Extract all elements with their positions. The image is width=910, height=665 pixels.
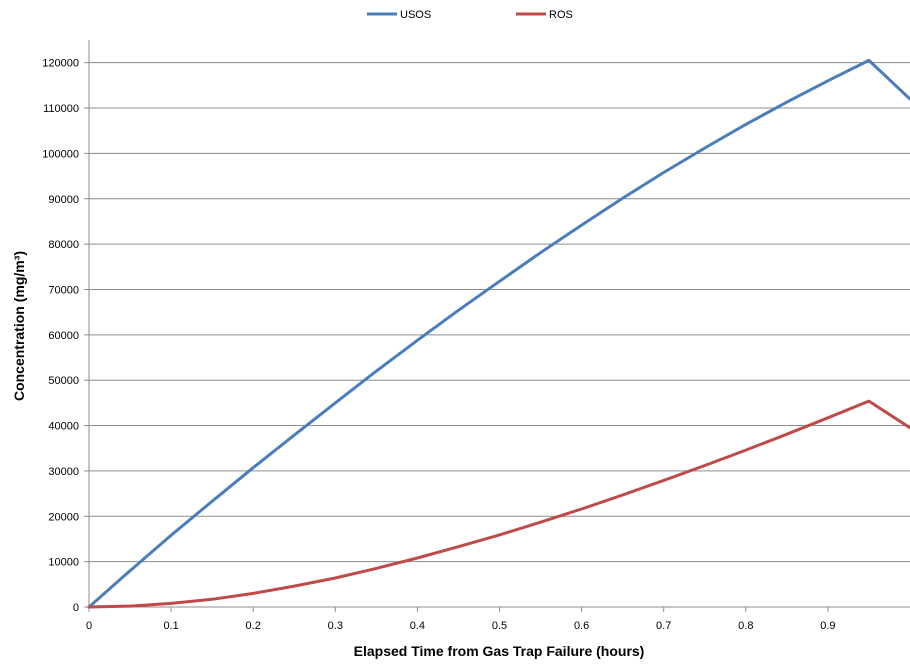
y-tick-label: 70000 [48,284,79,296]
legend-label-usos: USOS [400,9,431,21]
y-tick-label: 30000 [48,466,79,478]
axes [84,40,910,612]
x-tick-label: 0.7 [656,620,671,632]
y-tick-label: 80000 [48,239,79,251]
x-tick-label: 0.4 [410,620,425,632]
x-tick-label: 0.2 [246,620,261,632]
y-tick-label: 100000 [42,148,79,160]
x-tick-label: 0 [86,620,92,632]
tick-labels: 0 10000 20000 30000 40000 50000 60000 70000 8000… [42,58,835,632]
x-tick-label: 0.8 [738,620,753,632]
y-tick-label: 20000 [48,511,79,523]
x-tick-label: 0.9 [820,620,835,632]
x-tick-label: 0.1 [163,620,178,632]
series-line-usos [87,58,910,609]
y-axis-title: Concentration (mg/m³) [11,251,27,401]
x-axis-title: Elapsed Time from Gas Trap Failure (hour… [354,643,645,659]
legend-label-ros: ROS [549,9,573,21]
y-tick-label: 40000 [48,421,79,433]
x-tick-label: 0.6 [574,620,589,632]
y-tick-label: 50000 [48,375,79,387]
y-tick-label: 10000 [48,557,79,569]
x-tick-label: 0.3 [328,620,343,632]
y-tick-label: 110000 [43,103,79,115]
y-tick-label: 120000 [42,58,79,70]
x-tick-label: 0.5 [492,620,507,632]
y-tick-label: 0 [73,602,79,614]
y-tick-label: 60000 [48,330,79,342]
series-line-ros [87,399,910,609]
series-lines [87,58,910,609]
y-tick-label: 90000 [48,194,79,206]
legend: USOS ROS [367,9,573,21]
